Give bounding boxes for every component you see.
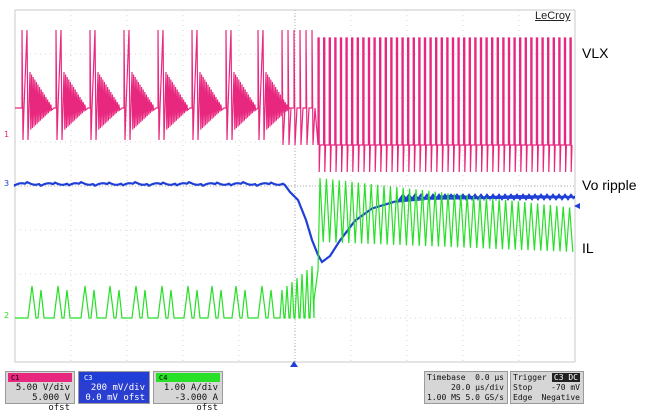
timebase-delay: 0.0 µs xyxy=(475,373,504,382)
c3-ground-marker: 3 xyxy=(4,179,9,188)
il-trace xyxy=(15,177,574,319)
channel-offset: -3.000 A ofst xyxy=(174,393,218,413)
trigger-level: -70 mV xyxy=(551,383,580,392)
trigger-mode: Stop xyxy=(513,383,533,392)
trigger-level-marker[interactable] xyxy=(574,203,580,209)
trigger-slope: Negative xyxy=(541,393,580,402)
channel-scale: 5.00 V/div xyxy=(15,383,70,393)
c1-ground-marker: 1 xyxy=(4,130,9,139)
timebase-title: Timebase xyxy=(427,373,466,382)
trigger-title: Trigger xyxy=(513,373,547,382)
channel-panel-c1[interactable]: C1 5.00 V/div 5.000 V ofst xyxy=(5,371,75,413)
channel-scale: 200 mV/div xyxy=(90,383,145,393)
vo-ripple-label: Vo ripple xyxy=(582,177,637,193)
c2-ground-marker: 2 xyxy=(4,311,9,320)
timebase-panel[interactable]: Timebase 0.0 µs 20.0 µs/div 1.00 MS 5.0 … xyxy=(424,371,508,404)
channel-id: C1 xyxy=(11,374,20,382)
timebase-scale: 20.0 µs/div xyxy=(451,383,504,392)
vlx-label: VLX xyxy=(582,45,609,61)
channel-id: C4 xyxy=(159,374,168,382)
channel-offset: 5.000 V ofst xyxy=(32,393,70,413)
trigger-source: C3 DC xyxy=(551,373,580,382)
timebase-samples: 1.00 MS xyxy=(427,393,461,402)
channel-panel-c4[interactable]: C4 1.00 A/div -3.000 A ofst xyxy=(153,371,223,413)
trigger-position-marker[interactable] xyxy=(290,361,298,367)
channel-scale: 1.00 A/div xyxy=(163,383,218,393)
trigger-panel[interactable]: Trigger C3 DC Stop -70 mV Edge Negative xyxy=(510,371,584,404)
timebase-rate: 5.0 GS/s xyxy=(465,393,504,402)
trigger-type: Edge xyxy=(513,393,533,402)
lecroy-logo: LeCroy xyxy=(535,10,571,22)
vo-ripple-trace xyxy=(13,180,576,264)
channel-offset: 0.0 mV ofst xyxy=(85,393,145,403)
il-label: IL xyxy=(582,240,594,256)
channel-id: C3 xyxy=(84,374,93,382)
vlx-trace xyxy=(15,29,573,173)
channel-panel-c3[interactable]: C3 200 mV/div 0.0 mV ofst xyxy=(78,371,150,404)
